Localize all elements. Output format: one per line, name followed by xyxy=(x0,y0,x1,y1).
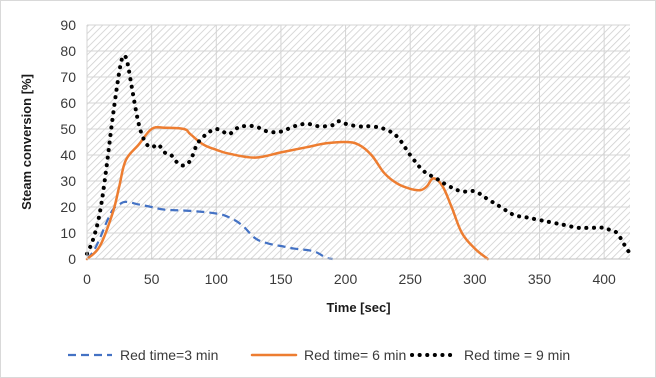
y-tick-label: 90 xyxy=(60,17,76,33)
y-tick-label: 0 xyxy=(68,251,76,267)
plot-area xyxy=(87,25,630,259)
y-tick-label: 70 xyxy=(60,69,76,85)
legend-label-2: Red time= 6 min xyxy=(304,347,406,363)
series-line-2 xyxy=(85,125,490,261)
x-axis-title: Time [sec] xyxy=(326,300,390,315)
x-tick-label: 350 xyxy=(528,271,552,287)
y-tick-label: 40 xyxy=(60,147,76,163)
x-tick-label: 200 xyxy=(334,271,358,287)
x-tick-label: 250 xyxy=(399,271,423,287)
x-tick-label: 300 xyxy=(463,271,487,287)
legend-label-1: Red time=3 min xyxy=(120,347,218,363)
x-tick-label: 0 xyxy=(83,271,91,287)
x-tick-label: 100 xyxy=(205,271,229,287)
legend: Red time=3 min Red time= 6 min Red time = … xyxy=(68,347,570,363)
y-tick-label: 60 xyxy=(60,95,76,111)
y-tick-label: 50 xyxy=(60,121,76,137)
y-tick-label: 10 xyxy=(60,225,76,241)
x-tick-label: 400 xyxy=(592,271,616,287)
y-tick-label: 20 xyxy=(60,199,76,215)
gridlines xyxy=(87,24,630,259)
series-layer xyxy=(85,53,632,261)
series-line-1 xyxy=(86,200,333,261)
x-tick-label: 50 xyxy=(144,271,160,287)
y-tick-label: 80 xyxy=(60,43,76,59)
legend-label-3: Red time = 9 min xyxy=(464,347,570,363)
series-line-3 xyxy=(85,53,632,256)
axes: 0 10 20 30 40 50 60 70 80 90 0 50 100 150 200 250 300 350… xyxy=(60,17,630,287)
y-axis-title: Steam conversion [%] xyxy=(19,74,34,210)
y-tick-label: 30 xyxy=(60,173,76,189)
x-tick-label: 150 xyxy=(269,271,293,287)
